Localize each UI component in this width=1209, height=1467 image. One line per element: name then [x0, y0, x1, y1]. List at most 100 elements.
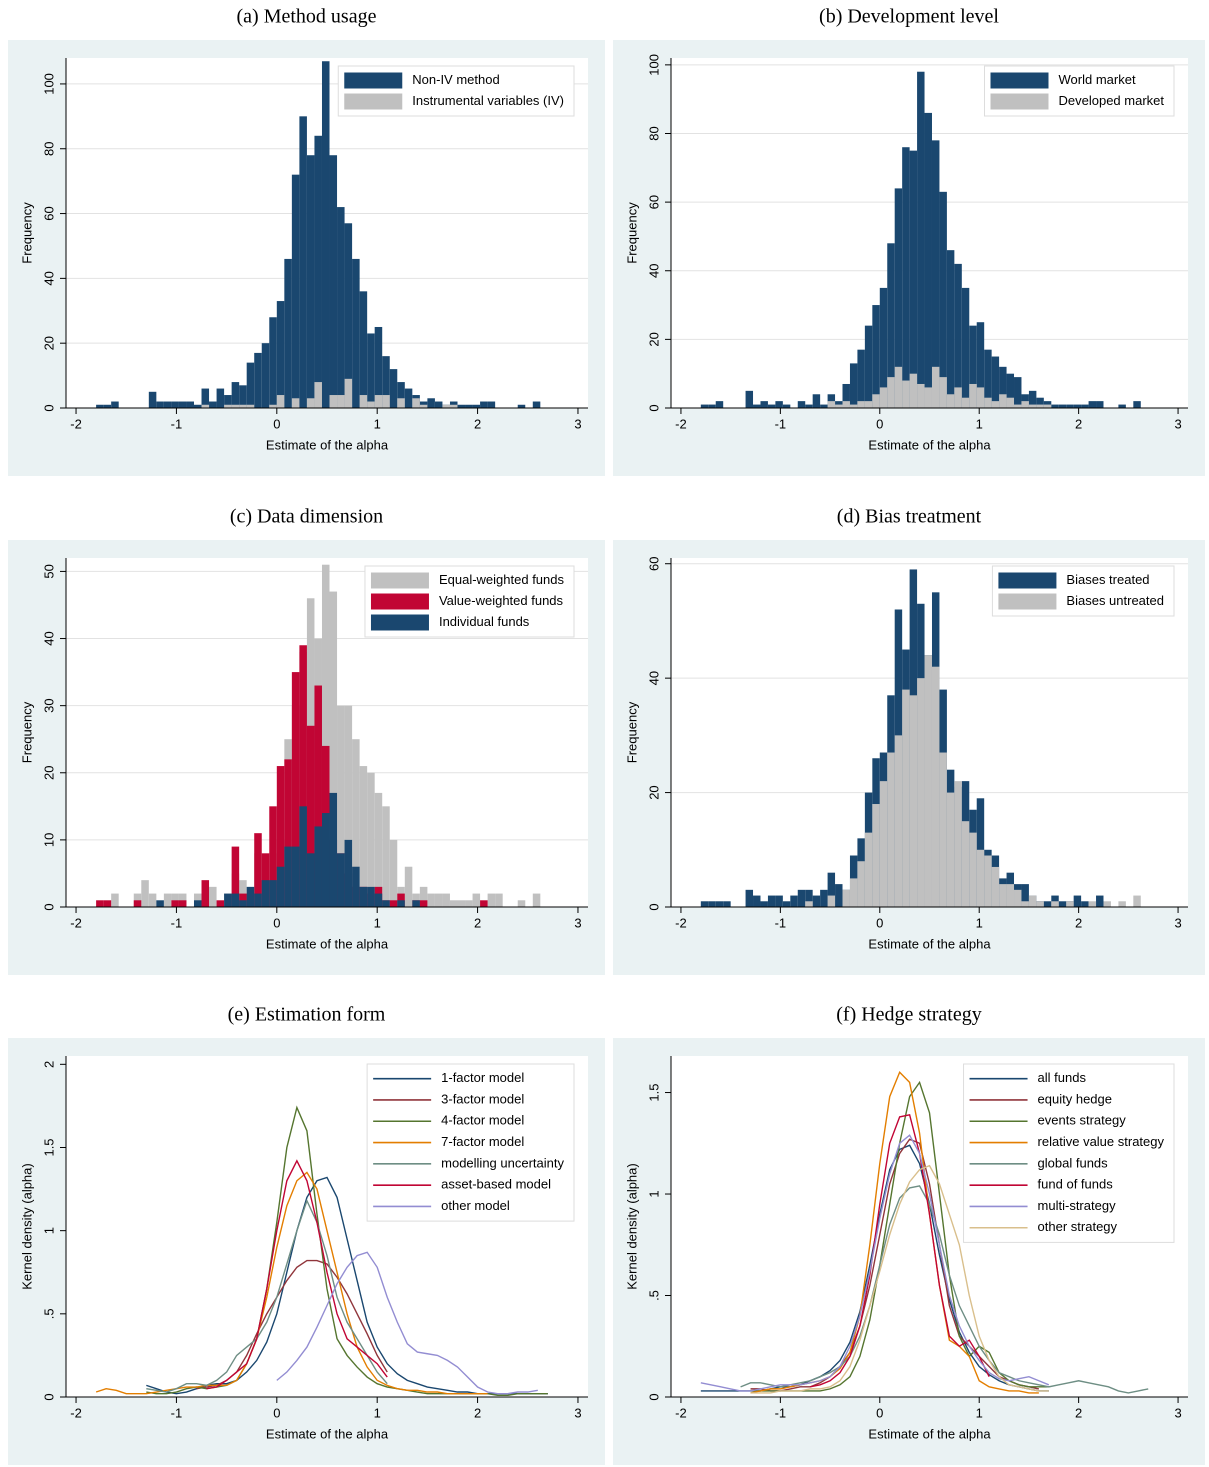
histogram-bar: [171, 401, 179, 408]
panel: (f) Hedge strategy 0 .5 1 1.5 -2 -1 0 1 2 3 Estimat…: [613, 1004, 1205, 1465]
histogram-bar: [276, 866, 285, 907]
histogram-bar: [337, 395, 345, 408]
histogram-bar: [805, 889, 813, 907]
histogram-bar: [239, 900, 247, 907]
histogram-bar: [193, 404, 202, 408]
legend-label: all funds: [1038, 1070, 1087, 1085]
histogram-bar: [999, 366, 1007, 408]
x-tick-label: -1: [171, 416, 183, 431]
histogram-bar: [842, 401, 850, 408]
x-tick-label: -1: [775, 915, 787, 930]
y-tick-label: 40: [646, 671, 661, 685]
histogram-bar: [961, 397, 970, 408]
panel-title: (b) Development level: [819, 6, 999, 28]
histogram-bar: [1088, 901, 1097, 907]
y-tick-label: 60: [41, 206, 56, 220]
x-tick-label: 2: [474, 915, 481, 930]
histogram-bar: [352, 739, 360, 907]
histogram-bar: [805, 404, 813, 408]
y-tick-label: 1.5: [646, 1083, 661, 1101]
histogram-bar: [449, 404, 458, 408]
histogram-bar: [397, 900, 405, 907]
histogram-bar: [700, 404, 709, 408]
histogram-bar: [156, 900, 164, 907]
histogram-bar: [269, 317, 277, 408]
histogram-bar: [909, 373, 918, 408]
x-tick-label: 0: [273, 416, 280, 431]
histogram-bar: [1006, 373, 1015, 408]
histogram-bar: [1036, 901, 1044, 907]
histogram-bar: [419, 900, 428, 907]
histogram-bar: [382, 806, 390, 907]
x-tick-label: 1: [976, 1405, 983, 1420]
histogram-bar: [820, 889, 828, 907]
histogram-bar: [812, 394, 821, 408]
histogram-bar: [374, 792, 383, 907]
histogram-bar: [1021, 901, 1029, 907]
histogram-bar: [352, 258, 360, 408]
histogram-bar: [291, 846, 300, 907]
legend: World market Developed market: [984, 65, 1175, 117]
histogram-bar: [864, 401, 873, 408]
legend: all funds equity hedge events strategy rela…: [963, 1063, 1175, 1243]
histogram-bar: [178, 401, 187, 408]
histogram-bar: [314, 685, 322, 907]
histogram-bar: [1028, 390, 1037, 408]
histogram-bar: [849, 363, 858, 408]
x-tick-label: 1: [374, 1405, 381, 1420]
legend-swatch: [990, 93, 1049, 110]
histogram-bar: [1014, 404, 1022, 408]
legend-box: [963, 1063, 1175, 1243]
histogram-bar: [887, 243, 895, 408]
histogram-bar: [412, 900, 420, 907]
histogram-bar: [148, 893, 157, 907]
x-tick-label: 0: [876, 1405, 883, 1420]
x-tick-label: -1: [171, 915, 183, 930]
histogram-bar: [909, 150, 918, 408]
histogram-bar: [1036, 404, 1044, 408]
histogram-bar: [1081, 404, 1089, 408]
histogram-bar: [991, 356, 1000, 408]
histogram-bar: [254, 893, 262, 907]
legend-label: global funds: [1038, 1155, 1109, 1170]
histogram-bar: [872, 804, 880, 907]
histogram-bar: [775, 895, 783, 907]
histogram-bar: [715, 401, 724, 408]
panel-title: (a) Method usage: [237, 6, 377, 28]
histogram-bar: [111, 401, 119, 408]
histogram-bar: [359, 766, 368, 907]
panel-title: (f) Hedge strategy: [836, 1004, 982, 1026]
histogram-bar: [397, 382, 405, 408]
histogram-bar: [374, 395, 383, 408]
histogram-bar: [374, 893, 383, 907]
histogram-bar: [805, 901, 813, 907]
x-tick-label: -2: [675, 416, 687, 431]
histogram-bar: [306, 725, 315, 907]
legend: Non-IV method Instrumental variables (IV): [337, 65, 575, 117]
histogram-bar: [276, 301, 285, 408]
histogram-bar: [1043, 901, 1052, 907]
histogram-bar: [404, 388, 413, 408]
legend-label: World market: [1059, 72, 1136, 87]
y-axis-title: Frequency: [19, 202, 34, 264]
y-axis-title: Kernel density (alpha): [624, 1163, 639, 1289]
histogram-bar: [1021, 401, 1029, 408]
histogram-bar: [178, 900, 187, 907]
density-line: [750, 1164, 1049, 1394]
histogram-bar: [1028, 404, 1037, 408]
density-line: [206, 1159, 388, 1390]
histogram-bar: [299, 116, 307, 408]
x-axis-title: Estimate of the alpha: [266, 936, 389, 951]
y-axis-title: Frequency: [624, 202, 639, 264]
x-tick-label: -2: [70, 1405, 82, 1420]
histogram-bar: [261, 880, 270, 907]
legend-swatch: [370, 614, 429, 631]
histogram-bar: [141, 880, 149, 907]
histogram-bar: [1088, 401, 1097, 408]
legend-label: other model: [441, 1198, 510, 1213]
histogram-bar: [894, 188, 903, 408]
y-tick-label: 0: [646, 903, 661, 910]
y-tick-label: 100: [41, 73, 56, 95]
histogram-bar: [284, 846, 292, 907]
legend: Biases treated Biases untreated: [991, 565, 1175, 617]
